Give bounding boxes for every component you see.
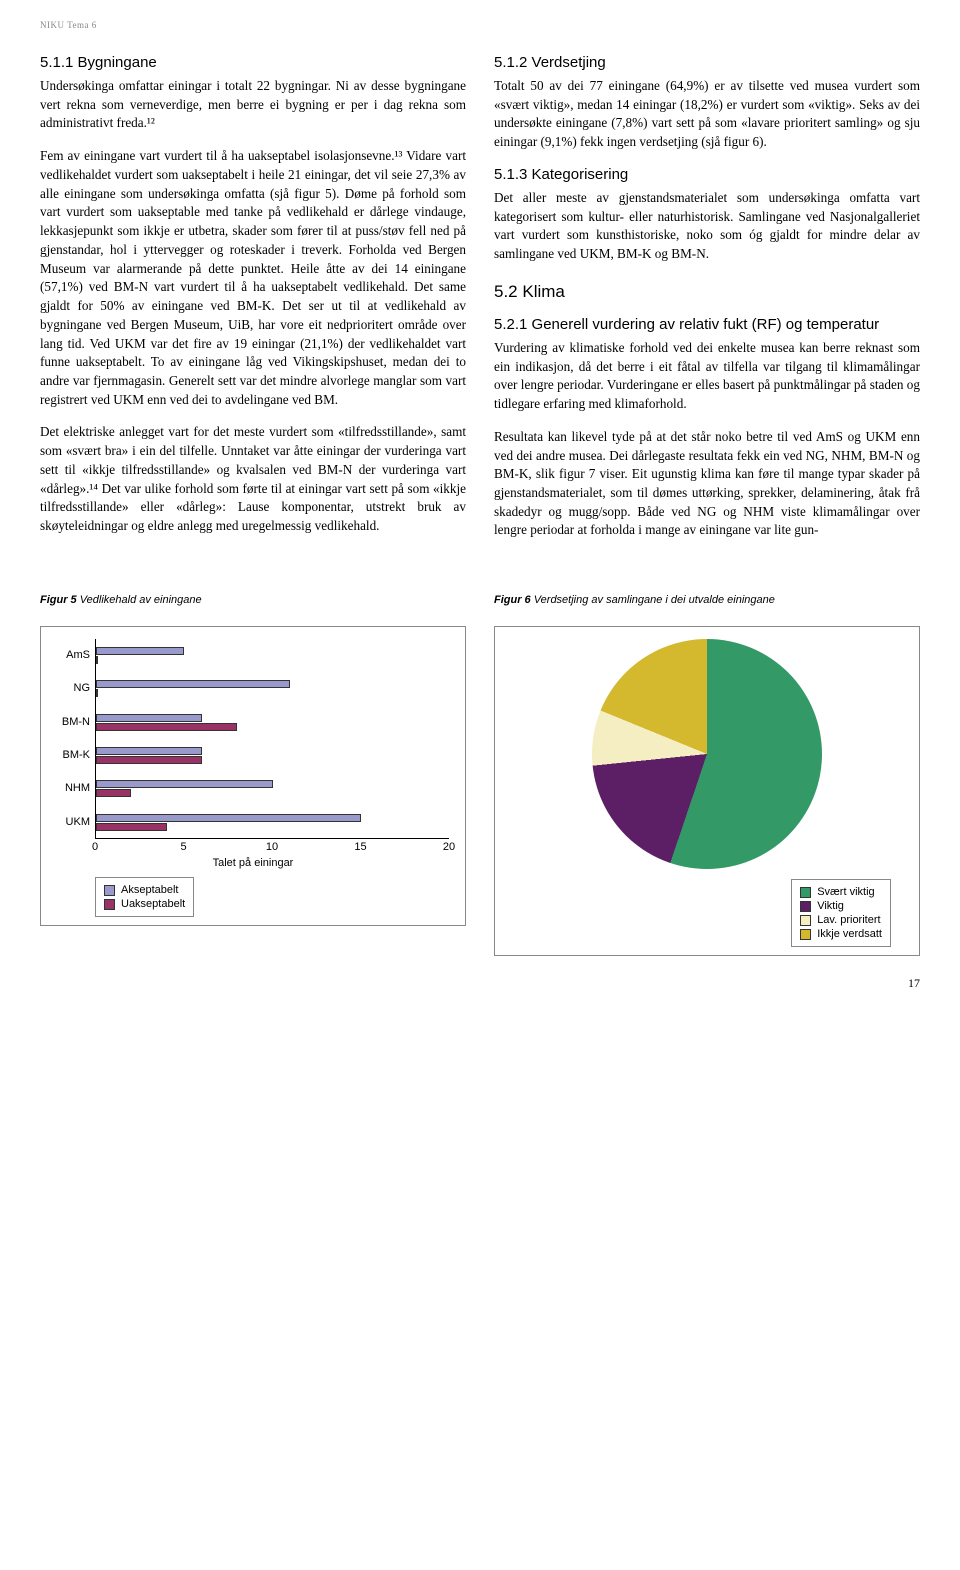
legend-swatch bbox=[104, 899, 115, 910]
bar bbox=[96, 689, 98, 697]
bar-row: BM-K bbox=[96, 746, 449, 766]
x-tick: 15 bbox=[354, 841, 366, 853]
fig5-caption-rest: Vedlikehald av einingane bbox=[80, 594, 202, 606]
bar-ylabel: BM-K bbox=[63, 749, 97, 761]
pie-chart-frame: Svært viktig Viktig Lav. prioritert Ikkje v… bbox=[494, 626, 920, 956]
fig6-caption-rest: Verdsetjing av samlingane i dei utvalde … bbox=[534, 594, 775, 606]
bar bbox=[96, 823, 167, 831]
bar-ylabel: AmS bbox=[66, 649, 96, 661]
fig5-caption-bold: Figur 5 bbox=[40, 594, 77, 606]
figure-5-caption: Figur 5 Vedlikehald av einingane bbox=[40, 594, 466, 606]
pie-legend: Svært viktig Viktig Lav. prioritert Ikkje v… bbox=[791, 879, 891, 947]
legend-label: Ikkje verdsatt bbox=[817, 928, 882, 940]
bar-row: NHM bbox=[96, 779, 449, 799]
bar bbox=[96, 756, 202, 764]
legend-item: Lav. prioritert bbox=[800, 914, 882, 926]
legend-swatch bbox=[800, 887, 811, 898]
x-ticks: 05101520 bbox=[95, 839, 449, 855]
bar-chart-frame: AmS NG BM-N BM-K NHM UKM 0 5 10 15 20 Talet på ei… bbox=[40, 626, 466, 926]
figure-6-caption: Figur 6 Verdsetjing av samlingane i dei … bbox=[494, 594, 920, 606]
legend-item: Ikkje verdsatt bbox=[800, 928, 882, 940]
bar bbox=[96, 789, 131, 797]
x-axis-label: Talet på einingar bbox=[49, 857, 457, 869]
bar bbox=[96, 680, 290, 688]
legend-label: Viktig bbox=[817, 900, 844, 912]
heading-512: 5.1.2 Verdsetjing bbox=[494, 54, 920, 71]
figure-6: Figur 6 Verdsetjing av samlingane i dei … bbox=[494, 594, 920, 956]
para-r4: Resultata kan likevel tyde på at det stå… bbox=[494, 428, 920, 540]
pie-chart bbox=[592, 639, 822, 869]
text-columns: 5.1.1 Bygningane Undersøkinga omfattar e… bbox=[40, 54, 920, 554]
heading-521: 5.2.1 Generell vurdering av relativ fukt… bbox=[494, 316, 920, 333]
figures-row: Figur 5 Vedlikehald av einingane AmS NG BM… bbox=[40, 594, 920, 956]
legend-item: Viktig bbox=[800, 900, 882, 912]
left-column: 5.1.1 Bygningane Undersøkinga omfattar e… bbox=[40, 54, 466, 554]
x-tick: 10 bbox=[266, 841, 278, 853]
bar-ylabel: UKM bbox=[66, 816, 96, 828]
legend-swatch bbox=[800, 915, 811, 926]
legend-swatch bbox=[800, 929, 811, 940]
x-tick: 20 bbox=[443, 841, 455, 853]
legend-label: Lav. prioritert bbox=[817, 914, 880, 926]
para-l3: Det elektriske anlegget vart for det mes… bbox=[40, 423, 466, 535]
bar-ylabel: NHM bbox=[65, 782, 96, 794]
bar-ylabel: NG bbox=[74, 682, 97, 694]
para-r2: Det aller meste av gjenstandsmaterialet … bbox=[494, 189, 920, 264]
bar bbox=[96, 814, 361, 822]
para-l1: Undersøkinga omfattar einingar i totalt … bbox=[40, 77, 466, 133]
para-l2: Fem av einingane vart vurdert til å ha u… bbox=[40, 147, 466, 409]
legend-label: Uakseptabelt bbox=[121, 898, 185, 910]
heading-511: 5.1.1 Bygningane bbox=[40, 54, 466, 71]
bar-ylabel: BM-N bbox=[62, 716, 96, 728]
bar-row: AmS bbox=[96, 646, 449, 666]
fig6-caption-bold: Figur 6 bbox=[494, 594, 531, 606]
legend-swatch bbox=[104, 885, 115, 896]
para-r1: Totalt 50 av dei 77 einingane (64,9%) er… bbox=[494, 77, 920, 152]
figure-5: Figur 5 Vedlikehald av einingane AmS NG BM… bbox=[40, 594, 466, 956]
bar bbox=[96, 647, 184, 655]
legend-label: Svært viktig bbox=[817, 886, 874, 898]
legend-item: Svært viktig bbox=[800, 886, 882, 898]
bar bbox=[96, 723, 237, 731]
bar-row: NG bbox=[96, 679, 449, 699]
legend-item: Uakseptabelt bbox=[104, 898, 185, 910]
bar bbox=[96, 780, 273, 788]
legend-swatch bbox=[800, 901, 811, 912]
bar-row: UKM bbox=[96, 813, 449, 833]
legend-item: Akseptabelt bbox=[104, 884, 185, 896]
bar bbox=[96, 747, 202, 755]
bar-row: BM-N bbox=[96, 713, 449, 733]
bar bbox=[96, 656, 98, 664]
heading-52: 5.2 Klima bbox=[494, 282, 920, 302]
bar-chart-area: AmS NG BM-N BM-K NHM UKM bbox=[95, 639, 449, 839]
x-tick: 0 bbox=[92, 841, 98, 853]
heading-513: 5.1.3 Kategorisering bbox=[494, 166, 920, 183]
header-tag: NIKU Tema 6 bbox=[40, 20, 920, 30]
right-column: 5.1.2 Verdsetjing Totalt 50 av dei 77 ei… bbox=[494, 54, 920, 554]
bar-legend: Akseptabelt Uakseptabelt bbox=[95, 877, 194, 917]
page-number: 17 bbox=[40, 976, 920, 991]
legend-label: Akseptabelt bbox=[121, 884, 178, 896]
x-tick: 5 bbox=[180, 841, 186, 853]
para-r3: Vurdering av klimatiske forhold ved dei … bbox=[494, 339, 920, 414]
bar bbox=[96, 714, 202, 722]
